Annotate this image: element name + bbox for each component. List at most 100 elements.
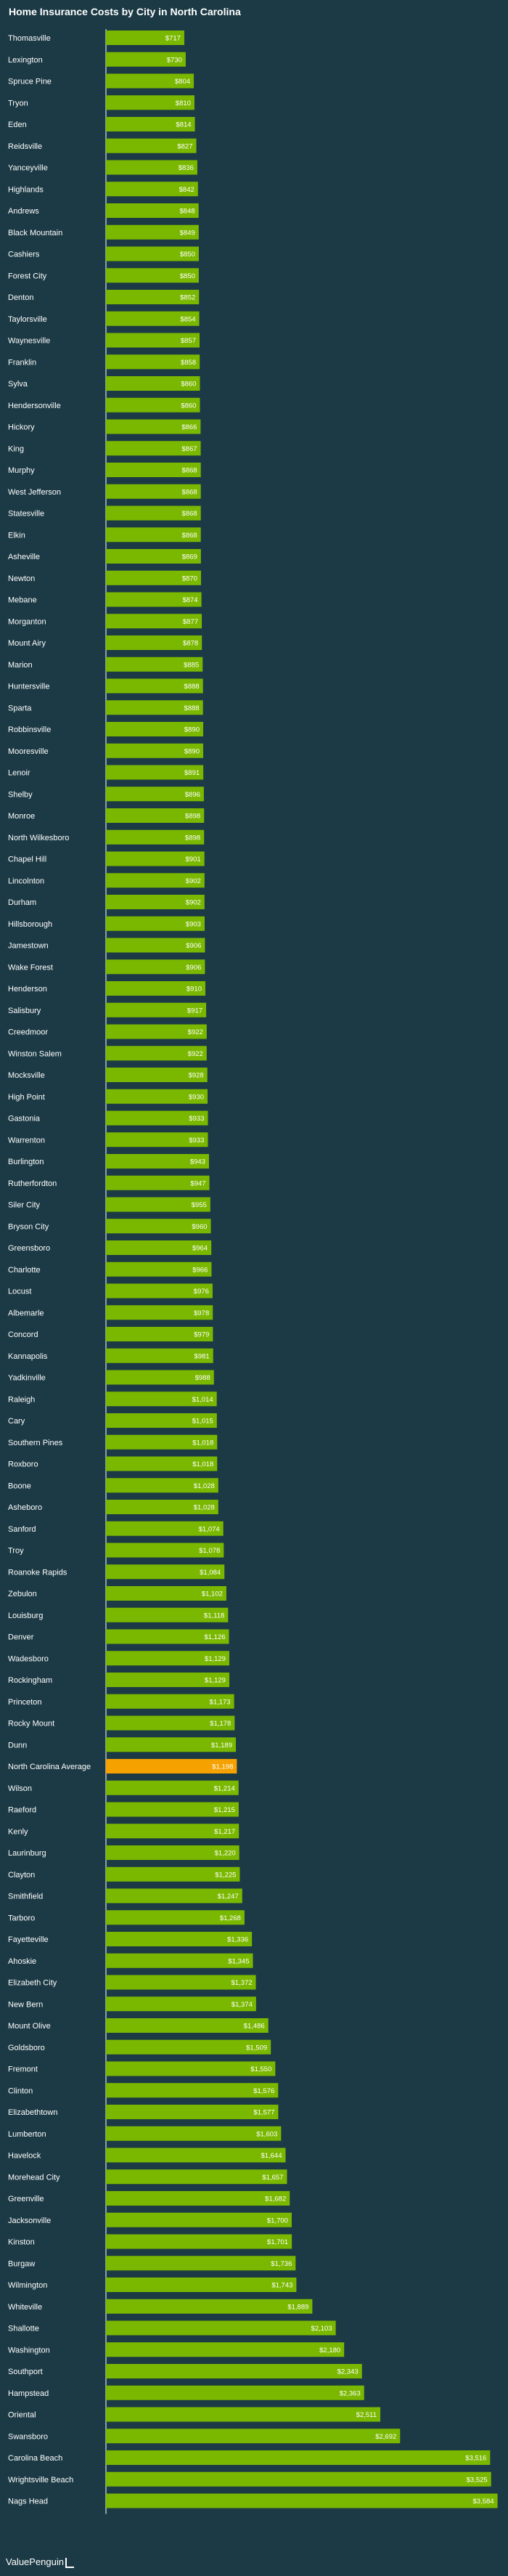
bar-wilmington xyxy=(106,2278,297,2292)
category-label-mocksville: Mocksville xyxy=(8,1071,45,1080)
value-label-new-bern: $1,374 xyxy=(232,2001,253,2009)
category-label-troy: Troy xyxy=(8,1547,24,1556)
bar-zebulon xyxy=(106,1586,226,1601)
category-label-wilson: Wilson xyxy=(8,1784,32,1793)
bar-marion xyxy=(106,657,203,672)
category-label-andrews: Andrews xyxy=(8,207,39,216)
brand-name: ValuePenguin xyxy=(6,2556,64,2567)
category-label-yanceyville: Yanceyville xyxy=(8,164,48,173)
bar-ahoskie xyxy=(106,1953,253,1968)
category-label-cary: Cary xyxy=(8,1417,25,1426)
value-label-chapel-hill: $901 xyxy=(186,856,201,864)
bar-burlington xyxy=(106,1154,209,1169)
category-label-goldsboro: Goldsboro xyxy=(8,2044,45,2052)
category-label-boone: Boone xyxy=(8,1482,31,1490)
value-label-dunn: $1,189 xyxy=(211,1742,232,1750)
value-label-waynesville: $857 xyxy=(181,337,196,345)
value-label-denton: $852 xyxy=(180,294,195,302)
bar-clinton xyxy=(106,2083,279,2098)
category-label-statesville: Statesville xyxy=(8,510,44,519)
bar-rockingham xyxy=(106,1673,229,1687)
value-label-smithfield: $1,247 xyxy=(218,1893,239,1901)
category-label-marion: Marion xyxy=(8,661,33,670)
value-label-princeton: $1,173 xyxy=(210,1698,231,1706)
bar-siler-city xyxy=(106,1197,210,1212)
bar-yadkinville xyxy=(106,1370,214,1385)
category-label-lexington: Lexington xyxy=(8,56,43,65)
bar-charlotte xyxy=(106,1261,212,1277)
bar-black-mountain xyxy=(106,224,199,240)
category-label-princeton: Princeton xyxy=(8,1698,41,1707)
category-label-southport: Southport xyxy=(8,2368,43,2376)
value-label-elkin: $868 xyxy=(182,532,197,540)
value-label-lexington: $730 xyxy=(167,56,182,64)
bar-bryson-city xyxy=(106,1219,211,1234)
category-label-gastonia: Gastonia xyxy=(8,1115,41,1124)
category-label-sanford: Sanford xyxy=(8,1525,36,1534)
bar-locust xyxy=(106,1283,213,1299)
bar-monroe xyxy=(106,808,205,823)
category-label-mount-olive: Mount Olive xyxy=(8,2022,51,2031)
category-label-creedmoor: Creedmoor xyxy=(8,1028,48,1037)
value-label-oriental: $2,511 xyxy=(356,2411,377,2419)
category-label-chapel-hill: Chapel Hill xyxy=(8,856,46,864)
category-label-north-wilkesboro: North Wilkesboro xyxy=(8,834,69,842)
category-label-newton: Newton xyxy=(8,574,35,583)
bar-mount-airy xyxy=(106,635,202,650)
bar-jacksonville xyxy=(106,2212,292,2227)
value-label-kinston: $1,701 xyxy=(267,2238,288,2246)
value-label-wilson: $1,214 xyxy=(214,1784,235,1792)
category-label-denton: Denton xyxy=(8,293,33,302)
value-label-durham: $902 xyxy=(186,899,201,907)
category-label-locust: Locust xyxy=(8,1288,31,1296)
category-label-fremont: Fremont xyxy=(8,2065,38,2074)
value-label-west-jefferson: $868 xyxy=(182,488,197,496)
bar-high-point xyxy=(106,1089,208,1104)
value-label-roanoke-rapids: $1,084 xyxy=(200,1569,221,1577)
bar-franklin xyxy=(106,354,200,370)
category-label-waynesville: Waynesville xyxy=(8,337,50,346)
category-label-asheville: Asheville xyxy=(8,553,40,561)
value-label-cashiers: $850 xyxy=(180,251,195,259)
value-label-forest-city: $850 xyxy=(180,272,195,280)
value-label-ahoskie: $1,345 xyxy=(228,1957,249,1965)
bar-taylorsville xyxy=(106,311,200,326)
value-label-cary: $1,015 xyxy=(192,1418,213,1426)
value-label-taylorsville: $854 xyxy=(180,315,195,323)
bar-lincolnton xyxy=(106,873,205,888)
value-label-havelock: $1,644 xyxy=(261,2152,282,2160)
category-label-elkin: Elkin xyxy=(8,531,25,540)
value-label-kannapolis: $981 xyxy=(194,1352,210,1360)
bar-smithfield xyxy=(106,1888,242,1903)
value-label-monroe: $898 xyxy=(185,813,200,821)
bar-robbinsville xyxy=(106,722,203,736)
value-label-shelby: $896 xyxy=(185,791,200,799)
bar-winston-salem xyxy=(106,1046,207,1061)
category-label-siler-city: Siler City xyxy=(8,1201,41,1210)
bar-troy xyxy=(106,1543,224,1558)
value-label-louisburg: $1,118 xyxy=(204,1612,224,1620)
value-label-wrightsville-beach: $3,525 xyxy=(467,2476,488,2484)
value-label-franklin: $858 xyxy=(181,359,196,367)
value-label-shallotte: $2,103 xyxy=(311,2325,332,2333)
category-label-burgaw: Burgaw xyxy=(8,2259,35,2268)
bar-nags-head xyxy=(106,2493,498,2508)
value-label-denver: $1,126 xyxy=(204,1633,225,1641)
category-label-forest-city: Forest City xyxy=(8,272,47,280)
bar-murphy xyxy=(106,463,201,477)
value-label-andrews: $848 xyxy=(180,208,195,216)
bar-southport xyxy=(106,2364,362,2378)
category-label-mebane: Mebane xyxy=(8,596,37,605)
category-label-smithfield: Smithfield xyxy=(8,1893,43,1901)
value-label-clayton: $1,225 xyxy=(215,1871,236,1879)
value-label-warrenton: $933 xyxy=(189,1137,204,1145)
bar-roxboro xyxy=(106,1456,218,1471)
value-label-north-carolina-average: $1,198 xyxy=(212,1763,233,1771)
value-label-thomasville: $717 xyxy=(165,35,181,43)
category-label-dunn: Dunn xyxy=(8,1741,27,1750)
category-label-havelock: Havelock xyxy=(8,2152,41,2161)
category-label-charlotte: Charlotte xyxy=(8,1266,41,1275)
bar-creedmoor xyxy=(106,1024,207,1039)
bar-concord xyxy=(106,1327,213,1341)
category-label-new-bern: New Bern xyxy=(8,2000,43,2009)
